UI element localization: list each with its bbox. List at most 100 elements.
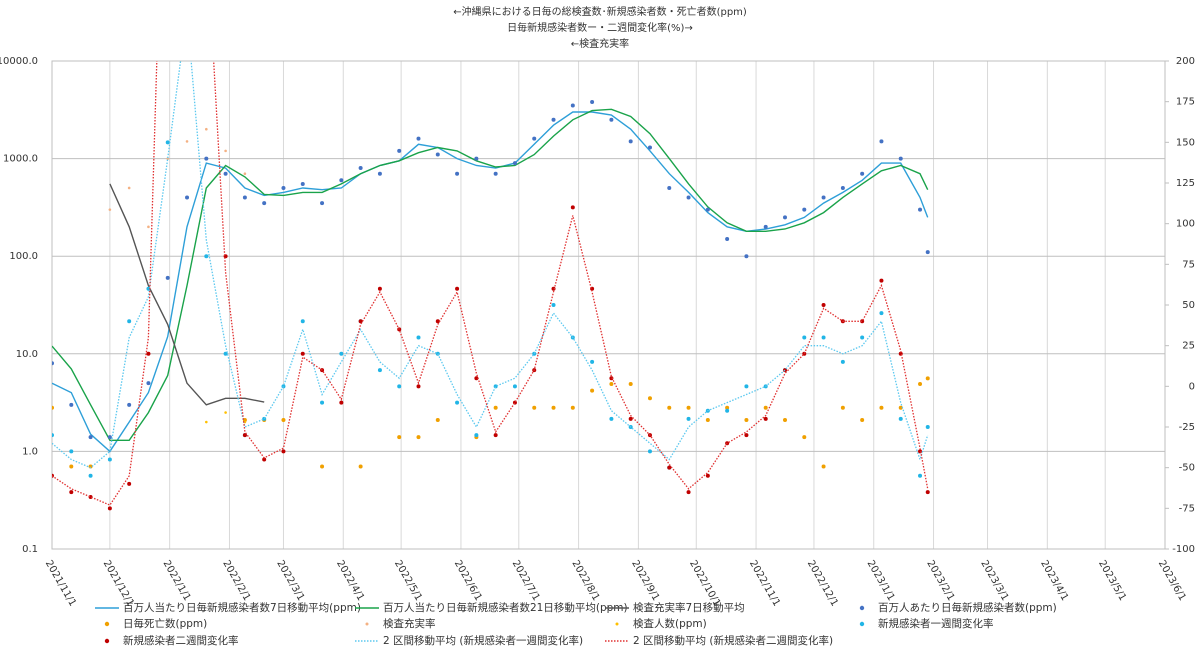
data-point <box>551 286 556 291</box>
data-point <box>744 417 749 422</box>
data-point <box>918 382 923 387</box>
data-point <box>647 396 652 401</box>
y2-tick-label: 50 <box>1182 300 1195 311</box>
legend-label: 新規感染者一週間変化率 <box>878 617 994 630</box>
legend-label: 百万人当たり日毎新規感染者数21日移動平均(ppm) <box>383 601 628 614</box>
data-point <box>262 457 267 462</box>
data-point <box>377 171 382 176</box>
data-point <box>782 215 787 220</box>
data-point <box>416 335 421 340</box>
data-point <box>88 435 93 440</box>
data-point <box>725 408 730 413</box>
data-point <box>281 185 286 190</box>
data-point <box>898 416 903 421</box>
data-point <box>223 171 228 176</box>
y2-tick-label: -75 <box>1179 503 1195 514</box>
data-point <box>127 402 132 407</box>
data-point <box>898 156 903 161</box>
data-point <box>744 384 749 389</box>
chart-title: ←沖縄県における日毎の総検査数･新規感染者数・死亡者数(ppm) <box>453 5 747 18</box>
y-tick-label: 0.1 <box>22 544 38 555</box>
data-point <box>686 195 691 200</box>
data-point <box>925 490 930 495</box>
y-tick-label: 1.0 <box>22 446 38 457</box>
data-point <box>358 464 363 469</box>
data-point <box>570 205 575 210</box>
data-point <box>455 286 460 291</box>
data-point <box>802 207 807 212</box>
data-point <box>744 254 749 259</box>
data-point <box>609 376 614 381</box>
data-point <box>879 278 884 283</box>
data-point <box>281 449 286 454</box>
data-point <box>107 506 112 511</box>
data-point <box>551 117 556 122</box>
data-point <box>493 405 498 410</box>
data-point <box>281 384 286 389</box>
data-point <box>840 185 845 190</box>
data-point <box>493 171 498 176</box>
data-point <box>185 195 190 200</box>
data-point <box>52 405 54 410</box>
data-point <box>782 417 787 422</box>
data-point <box>205 420 208 424</box>
data-point <box>108 208 112 211</box>
data-point <box>802 335 807 340</box>
data-point <box>435 319 440 324</box>
y2-tick-label: 150 <box>1176 137 1195 148</box>
data-point <box>455 171 460 176</box>
data-point <box>147 225 150 229</box>
data-point <box>69 449 74 454</box>
data-point <box>512 384 517 389</box>
data-point <box>107 457 112 462</box>
data-point <box>455 400 460 405</box>
data-point <box>339 351 344 356</box>
data-point <box>744 433 749 438</box>
data-point <box>628 416 633 421</box>
y2-tick-label: -100 <box>1172 544 1195 555</box>
data-point <box>358 319 363 324</box>
data-point <box>570 405 575 410</box>
legend-label: 百万人当たり日毎新規感染者数7日移動平均(ppm) <box>123 601 361 614</box>
data-point <box>127 319 132 324</box>
data-point <box>377 368 382 373</box>
data-point <box>570 103 575 108</box>
data-point <box>339 178 344 183</box>
data-point <box>262 201 267 206</box>
data-point <box>647 145 652 150</box>
data-point <box>667 185 672 190</box>
y-tick-label: 10000.0 <box>0 56 38 67</box>
data-point <box>802 435 807 440</box>
data-point <box>551 303 556 307</box>
data-point <box>320 464 325 469</box>
data-point <box>725 405 730 410</box>
data-point <box>609 117 614 122</box>
data-point <box>205 127 208 131</box>
y2-tick-label: 0 <box>1189 381 1195 392</box>
data-point <box>821 464 826 469</box>
legend-swatch <box>615 622 619 626</box>
y2-tick-label: 75 <box>1182 259 1195 270</box>
data-point <box>52 433 54 438</box>
data-point <box>763 416 768 421</box>
series-line <box>52 108 929 441</box>
data-point <box>474 376 479 381</box>
legend-label: 2 区間移動平均 (新規感染者二週間変化率) <box>633 634 833 647</box>
data-point <box>590 100 595 105</box>
data-point <box>667 405 672 410</box>
legend-label: 日毎死亡数(ppm) <box>123 617 207 630</box>
data-point <box>686 405 691 410</box>
data-point <box>165 140 170 145</box>
data-point <box>860 417 865 422</box>
data-point <box>204 254 209 259</box>
data-point <box>705 207 710 212</box>
data-point <box>224 411 227 414</box>
data-point <box>358 166 363 171</box>
data-point <box>821 303 826 307</box>
legend-label: 2 区間移動平均 (新規感染者一週間変化率) <box>383 634 583 647</box>
data-point <box>647 449 652 454</box>
data-point <box>763 224 768 229</box>
data-point <box>474 156 479 161</box>
data-point <box>397 435 402 440</box>
